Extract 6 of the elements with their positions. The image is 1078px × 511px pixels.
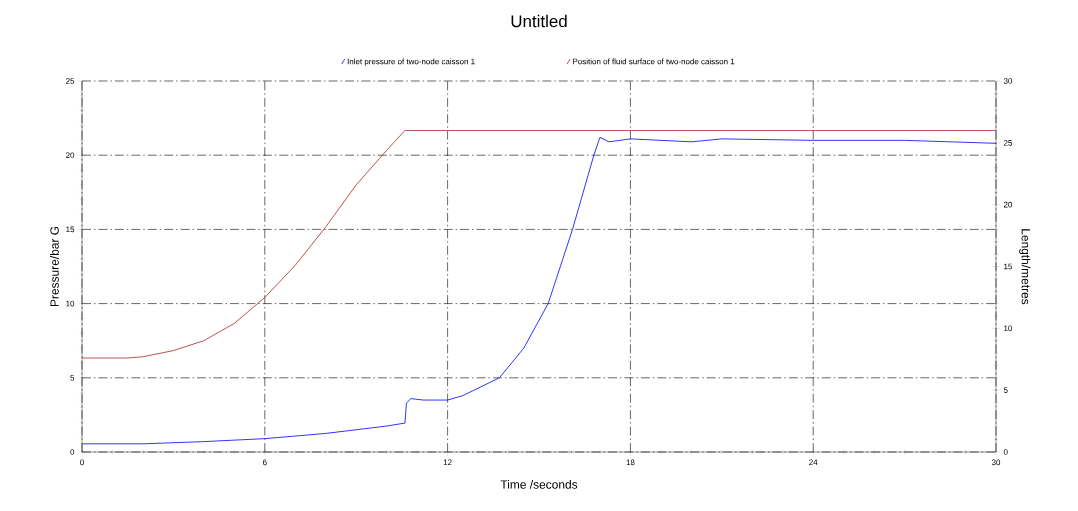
- line-series: [82, 130, 997, 359]
- y-axis-title: Pressure/bar G: [50, 226, 59, 307]
- line-series: [82, 136, 997, 445]
- x-axis-title: Time /seconds: [500, 479, 578, 489]
- y2-axis-title: Length/metres: [1019, 229, 1031, 305]
- chart-title: Untitled: [511, 14, 567, 28]
